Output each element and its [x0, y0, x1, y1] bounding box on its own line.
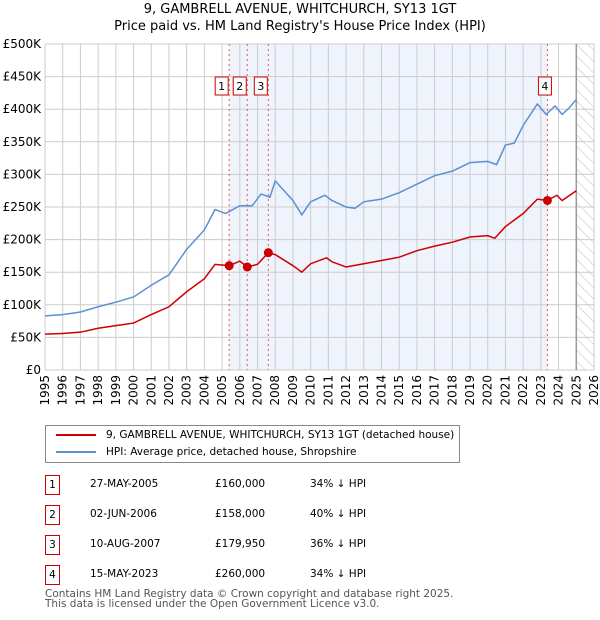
sale-row: 4 15-MAY-2023 £260,000 34% ↓ HPI: [45, 565, 465, 585]
x-tick-label: 2000: [127, 375, 141, 406]
x-tick-label: 2008: [268, 375, 282, 406]
x-tick-label: 2017: [428, 375, 442, 406]
x-tick-label: 2016: [410, 375, 424, 406]
y-tick-label: £350K: [3, 135, 43, 149]
sale-label-number: 1: [218, 80, 225, 93]
footer: Contains HM Land Registry data © Crown c…: [45, 588, 454, 610]
sale-number-badge: 4: [45, 565, 60, 585]
sale-price-label: £160,000: [215, 478, 266, 490]
x-tick-label: 2019: [463, 375, 477, 406]
y-tick-label: £50K: [10, 330, 42, 344]
sale-hpi: 34% ↓ HPI: [310, 478, 367, 490]
sale-number-badge: 1: [45, 475, 60, 495]
x-tick-label: 2015: [392, 375, 406, 406]
legend-label: HPI: Average price, detached house, Shro…: [106, 446, 357, 458]
sale-date: 27-MAY-2005: [90, 478, 159, 490]
y-tick-label: £300K: [3, 167, 43, 181]
legend-label: 9, GAMBRELL AVENUE, WHITCHURCH, SY13 1GT…: [106, 429, 455, 441]
x-tick-label: 2003: [180, 375, 194, 406]
y-tick-label: £100K: [3, 298, 43, 312]
sale-price-label: £260,000: [215, 568, 266, 580]
x-tick-label: 2002: [162, 375, 176, 406]
y-tick-label: £500K: [3, 37, 43, 51]
x-tick-label: 2004: [197, 375, 211, 406]
sale-number-badge: 2: [45, 505, 60, 525]
x-tick-label: 2005: [215, 375, 229, 406]
x-tick-label: 2010: [304, 375, 318, 406]
x-tick-label: 2013: [357, 375, 371, 406]
y-tick-label: £400K: [3, 102, 43, 116]
x-tick-label: 2018: [445, 375, 459, 406]
sale-label-box: [232, 76, 247, 96]
x-tick-label: 2009: [286, 375, 300, 406]
red-line-swatch: [56, 434, 96, 436]
sale-hpi: 36% ↓ HPI: [310, 538, 367, 550]
y-tick-label: £250K: [3, 200, 43, 214]
x-tick-label: 2024: [552, 375, 566, 406]
y-tick-label: £200K: [3, 233, 43, 247]
sale-point: [542, 195, 552, 205]
x-tick-label: 1996: [56, 375, 70, 406]
legend-item-property: 9, GAMBRELL AVENUE, WHITCHURCH, SY13 1GT…: [56, 429, 454, 441]
sale-hpi: 40% ↓ HPI: [310, 508, 367, 520]
sale-point: [224, 261, 234, 271]
price-chart: £0 £50K £100K £150K £200K £250K £300K £350K £400…: [3, 37, 600, 406]
x-tick-label: 1995: [38, 375, 52, 406]
sale-number-badge: 3: [45, 535, 60, 555]
x-tick-label: 2014: [374, 375, 388, 406]
sale-label-number: 4: [541, 80, 548, 93]
sale-point: [242, 262, 252, 272]
y-tick-label: £450K: [3, 70, 43, 84]
footer-line: This data is licensed under the Open Gov…: [45, 598, 380, 610]
x-tick-label: 2006: [233, 375, 247, 406]
sale-label-box: [214, 76, 229, 96]
legend-item-hpi: HPI: Average price, detached house, Shro…: [56, 446, 356, 458]
legend: 9, GAMBRELL AVENUE, WHITCHURCH, SY13 1GT…: [45, 425, 460, 463]
x-tick-label: 2023: [534, 375, 548, 406]
sale-row: 3 10-AUG-2007 £179,950 36% ↓ HPI: [45, 535, 465, 555]
sale-price-label: £158,000: [215, 508, 266, 520]
sale-date: 15-MAY-2023: [90, 568, 159, 580]
sale-label-number: 3: [257, 80, 264, 93]
sale-label-box: [537, 76, 552, 96]
sale-row: 1 27-MAY-2005 £160,000 34% ↓ HPI: [45, 475, 465, 495]
sale-hpi: 34% ↓ HPI: [310, 568, 367, 580]
x-tick-label: 2012: [339, 375, 353, 406]
series-line-hpi: [44, 98, 577, 317]
x-tick-label: 2020: [481, 375, 495, 406]
x-tick-label: 2025: [569, 375, 583, 406]
sale-date: 10-AUG-2007: [90, 538, 161, 550]
x-tick-label: 1999: [109, 375, 123, 406]
footer-line: Contains HM Land Registry data © Crown c…: [45, 588, 454, 600]
series-line-property: [44, 190, 577, 335]
x-tick-label: 1997: [73, 375, 87, 406]
y-tick-label: £0: [26, 363, 41, 377]
sale-label-number: 2: [236, 80, 243, 93]
x-tick-label: 2007: [251, 375, 265, 406]
blue-line-swatch: [56, 451, 96, 453]
sale-date: 02-JUN-2006: [90, 508, 157, 520]
x-tick-label: 1998: [91, 375, 105, 406]
x-tick-label: 2021: [498, 375, 512, 406]
chart-title: 9, GAMBRELL AVENUE, WHITCHURCH, SY13 1GT: [143, 2, 457, 17]
y-tick-label: £150K: [3, 265, 43, 279]
sale-label-box: [253, 76, 268, 96]
x-tick-label: 2022: [516, 375, 530, 406]
sale-price-label: £179,950: [215, 538, 266, 550]
sale-point: [263, 248, 273, 258]
x-tick-label: 2001: [144, 375, 158, 406]
sale-row: 2 02-JUN-2006 £158,000 40% ↓ HPI: [45, 505, 465, 525]
chart-subtitle: Price paid vs. HM Land Registry's House …: [114, 19, 486, 34]
x-tick-label: 2011: [321, 375, 335, 406]
x-tick-label: 2026: [587, 375, 600, 406]
